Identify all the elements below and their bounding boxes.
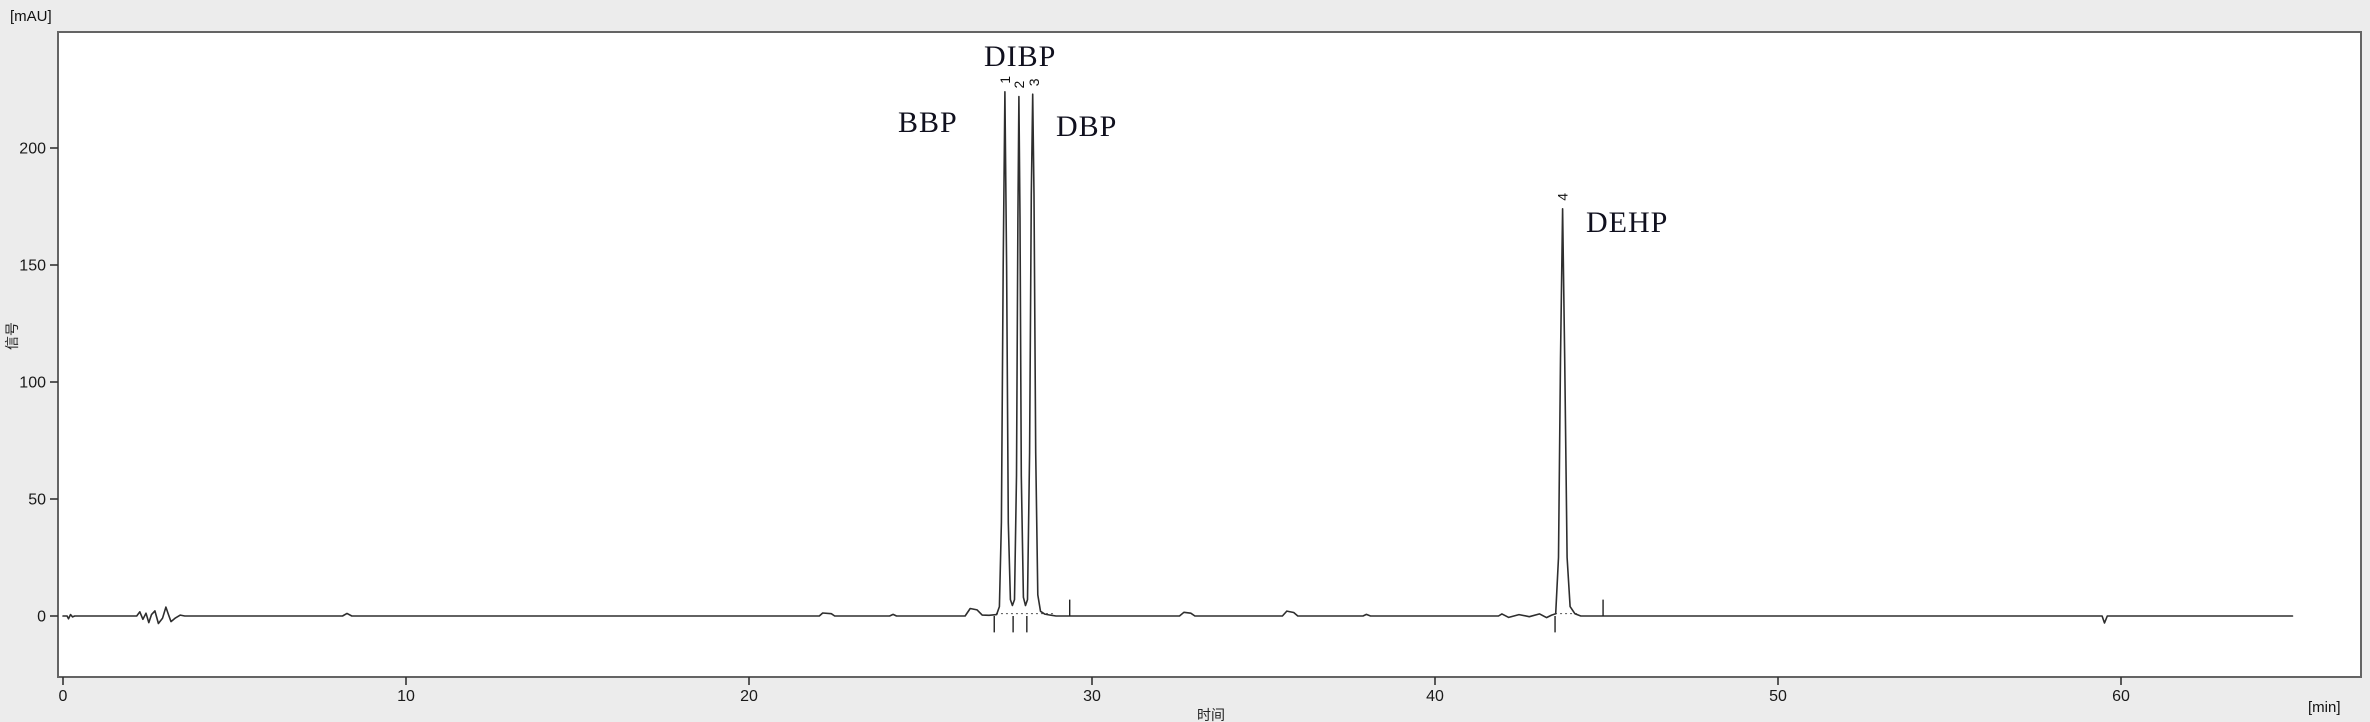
- peak-number-4: 4: [1555, 193, 1571, 201]
- peak-label-dbp: DBP: [1056, 110, 1118, 143]
- x-tick-label: 20: [740, 688, 758, 705]
- y-tick-label: 150: [19, 258, 46, 275]
- x-axis-unit-label: [min]: [2308, 699, 2341, 716]
- y-axis-title: 信号: [4, 322, 20, 350]
- y-tick-label: 200: [19, 141, 46, 158]
- plot-area: [57, 31, 2362, 678]
- integration-markers: [993, 599, 1604, 633]
- x-tick-label: 40: [1426, 688, 1444, 705]
- x-axis-title: 时间: [1197, 707, 1225, 722]
- y-tick-label: 100: [19, 375, 46, 392]
- peak-label-bbp: BBP: [898, 106, 958, 139]
- x-tick-label: 0: [59, 688, 68, 705]
- axis-ticks: 0 10 20 30 40 50 60 0 50 100 150 200: [19, 141, 2130, 706]
- peak-number-annotations: 12 3 4: [997, 76, 1571, 201]
- x-tick-label: 60: [2112, 688, 2130, 705]
- x-tick-label: 50: [1769, 688, 1787, 705]
- y-tick-label: 50: [28, 492, 46, 509]
- peak-label-dehp: DEHP: [1586, 206, 1669, 239]
- y-axis-unit-label: [mAU]: [10, 8, 52, 25]
- y-tick-label: 0: [37, 609, 46, 626]
- x-tick-label: 10: [397, 688, 415, 705]
- peak-number-3: 3: [1026, 78, 1042, 86]
- chromatogram-trace: [62, 91, 2294, 625]
- x-tick-label: 30: [1083, 688, 1101, 705]
- peak-label-dibp: DIBP: [984, 40, 1057, 73]
- signal-trace: [62, 91, 2294, 625]
- peak-number-1: 1: [997, 76, 1013, 84]
- peak-number-2: 2: [1011, 81, 1027, 89]
